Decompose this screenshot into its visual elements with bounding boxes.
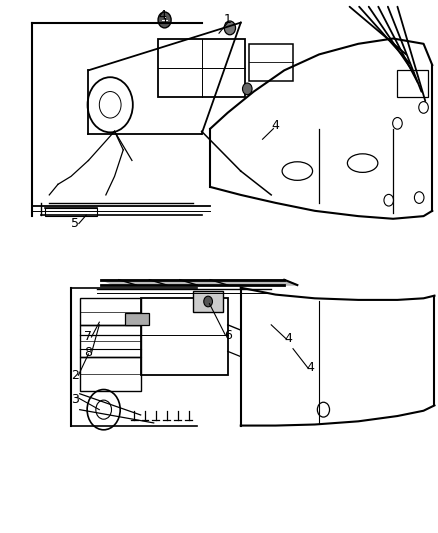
Circle shape bbox=[204, 296, 212, 307]
Text: 2: 2 bbox=[71, 369, 79, 382]
Bar bbox=[141, 298, 228, 375]
Circle shape bbox=[224, 21, 236, 35]
Bar bbox=[80, 357, 141, 391]
Text: 4: 4 bbox=[285, 332, 293, 344]
Text: 5: 5 bbox=[71, 216, 79, 230]
Bar bbox=[250, 44, 293, 81]
Bar bbox=[45, 208, 97, 216]
Circle shape bbox=[158, 12, 171, 28]
Text: 1: 1 bbox=[224, 13, 232, 27]
Text: 8: 8 bbox=[85, 346, 92, 359]
Text: 6: 6 bbox=[224, 329, 232, 342]
Bar bbox=[158, 38, 245, 97]
Text: 7: 7 bbox=[85, 330, 92, 343]
Text: 3: 3 bbox=[71, 393, 79, 406]
Text: 4: 4 bbox=[159, 9, 166, 22]
Polygon shape bbox=[102, 280, 297, 285]
Circle shape bbox=[243, 83, 252, 95]
Bar bbox=[80, 298, 141, 325]
Bar bbox=[80, 325, 141, 357]
Bar bbox=[397, 70, 428, 97]
Bar bbox=[125, 313, 149, 325]
Text: 4: 4 bbox=[272, 119, 279, 133]
Bar bbox=[193, 292, 223, 312]
Text: 4: 4 bbox=[307, 361, 314, 374]
